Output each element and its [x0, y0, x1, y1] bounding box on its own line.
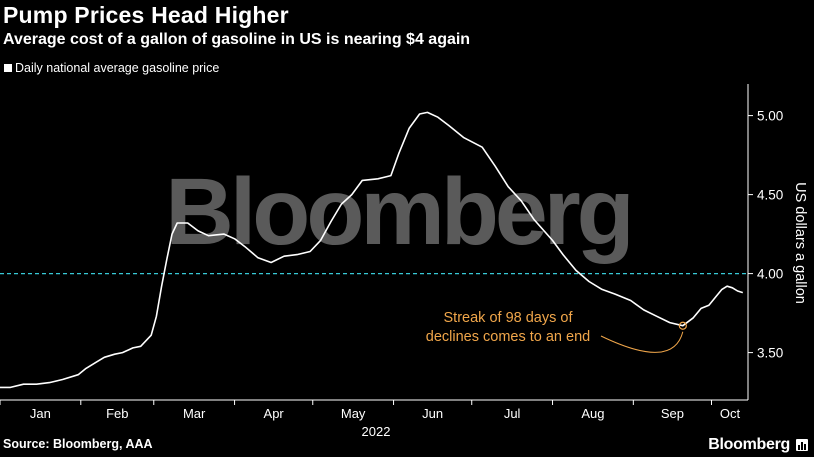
x-tick-label: Jul	[504, 406, 521, 421]
y-tick-label: 5.00	[757, 109, 783, 124]
x-tick-label: Apr	[264, 406, 285, 421]
bar-chart-icon	[796, 439, 808, 451]
annotation-marker	[678, 321, 687, 330]
x-tick-label: May	[341, 406, 366, 421]
price-series-line	[0, 111, 744, 389]
x-tick-label: Jan	[30, 406, 51, 421]
y-tick-label: 3.50	[757, 346, 783, 361]
chart-subtitle: Average cost of a gallon of gasoline in …	[3, 31, 471, 48]
y-tick-label: 4.50	[757, 188, 783, 203]
brand-logo-text: Bloomberg	[708, 436, 790, 453]
x-tick-label: Aug	[581, 406, 604, 421]
legend-label: Daily national average gasoline price	[15, 61, 220, 75]
annotation-text-line: Streak of 98 days of	[444, 310, 574, 326]
annotation-arrow	[600, 331, 684, 353]
chart-title: Pump Prices Head Higher	[3, 2, 289, 28]
x-tick-label: Jun	[422, 406, 443, 421]
y-axis-label: US dollars a gallon	[792, 182, 808, 304]
y-tick-label: 4.00	[757, 267, 783, 282]
legend-swatch	[4, 64, 12, 72]
x-axis-year-label: 2022	[362, 424, 391, 439]
annotation-text: Streak of 98 days of declines comes to an…	[426, 310, 590, 345]
legend: Daily national average gasoline price	[4, 61, 219, 75]
bloomberg-watermark: Bloomberg	[165, 159, 630, 265]
source-note: Source: Bloomberg, AAA	[3, 437, 153, 451]
x-tick-label: Feb	[106, 406, 128, 421]
x-tick-label: Mar	[183, 406, 206, 421]
x-tick-label: Oct	[720, 406, 741, 421]
x-tick-label: Sep	[661, 406, 684, 421]
annotation-text-line: declines comes to an end	[426, 329, 590, 345]
